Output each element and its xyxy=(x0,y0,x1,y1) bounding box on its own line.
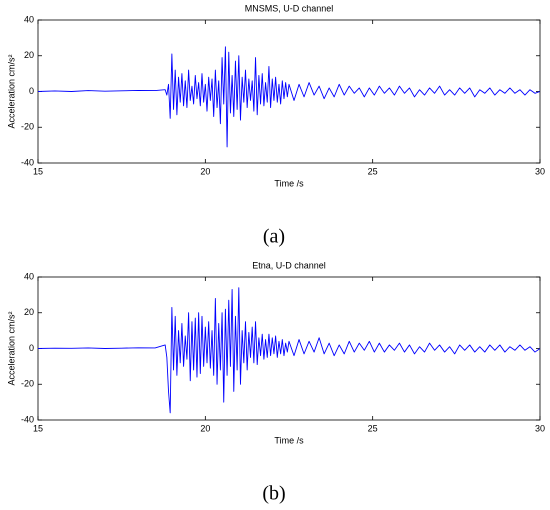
x-axis-label: Time /s xyxy=(274,178,304,188)
chart-title: Etna, U-D channel xyxy=(252,260,326,270)
y-tick-label: 40 xyxy=(24,271,34,281)
y-tick-label: -20 xyxy=(21,379,34,389)
signal-line xyxy=(37,287,541,414)
x-tick-label: 20 xyxy=(200,423,210,433)
x-tick-label: 20 xyxy=(200,166,210,176)
x-tick-label: 15 xyxy=(33,166,43,176)
y-tick-label: 40 xyxy=(24,14,34,24)
y-tick-label: -40 xyxy=(21,157,34,167)
y-tick-label: 20 xyxy=(24,50,34,60)
signal-line xyxy=(37,46,541,148)
x-tick-label: 15 xyxy=(33,423,43,433)
y-tick-label: -20 xyxy=(21,122,34,132)
y-tick-label: 20 xyxy=(24,307,34,317)
x-axis-label: Time /s xyxy=(274,435,304,445)
chart-title: MNSMS, U-D channel xyxy=(245,3,334,13)
y-axis-label: Acceleration cm/s² xyxy=(6,311,16,385)
plot-area xyxy=(37,19,541,164)
x-tick-label: 30 xyxy=(535,166,545,176)
caption: (a) xyxy=(263,226,285,248)
x-tick-label: 25 xyxy=(368,166,378,176)
caption: (b) xyxy=(262,483,285,505)
y-axis-label: Acceleration cm/s² xyxy=(6,54,16,128)
x-tick-label: 30 xyxy=(535,423,545,433)
y-tick-label: 0 xyxy=(29,86,34,96)
y-tick-label: -40 xyxy=(21,414,34,424)
y-tick-label: 0 xyxy=(29,343,34,353)
x-tick-label: 25 xyxy=(368,423,378,433)
